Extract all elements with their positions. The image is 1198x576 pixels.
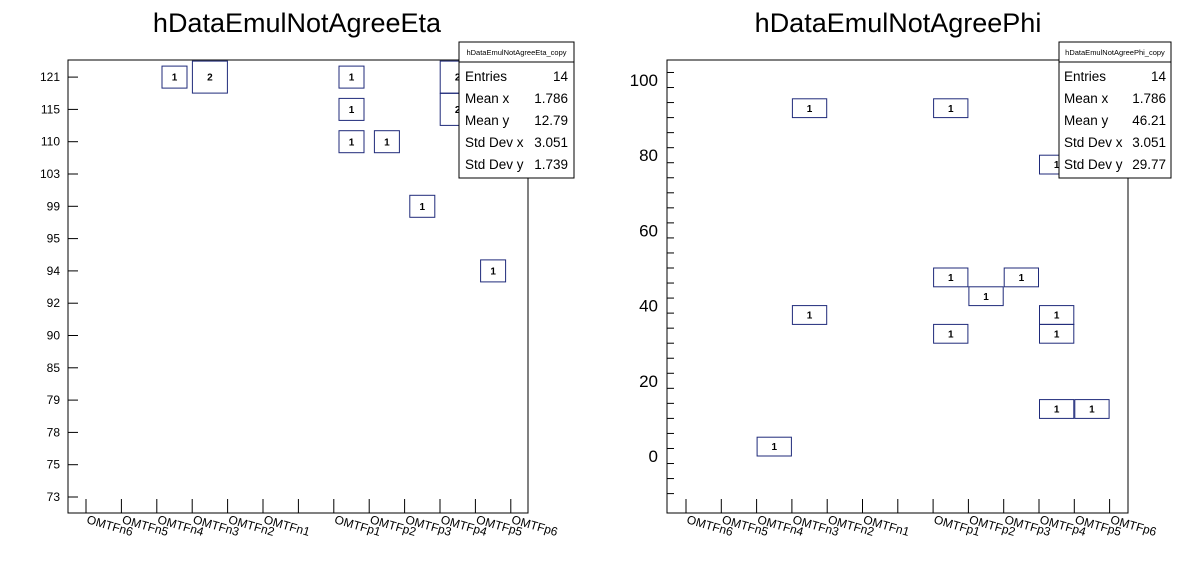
stats-row-label: Mean y [465, 113, 510, 128]
y-tick-label: 60 [639, 221, 658, 240]
y-tick-label: 78 [47, 425, 61, 439]
stats-row-value: 1.786 [534, 91, 568, 106]
y-tick-label: 103 [40, 167, 60, 181]
histogram-cell [968, 286, 1004, 307]
stats-row-label: Std Dev x [465, 135, 524, 150]
stats-row-label: Std Dev x [1064, 135, 1123, 150]
stats-row-value: 3.051 [534, 135, 568, 150]
y-tick-label: 115 [41, 102, 60, 116]
cell-count-label: 1 [771, 442, 777, 453]
stats-row-value: 1.739 [534, 157, 568, 172]
y-tick-label: 73 [47, 490, 61, 504]
y-tick-label: 100 [630, 71, 658, 90]
histogram-cell [338, 65, 365, 89]
cell-count-label: 1 [349, 105, 355, 116]
cell-count-label: 1 [948, 104, 954, 115]
stats-box: hDataEmulNotAgreePhi_copy Entries 14 Mean … [1058, 41, 1172, 179]
cell-count-label: 1 [1054, 329, 1060, 340]
stats-row-label: Mean x [465, 91, 510, 106]
y-tick-label: 92 [47, 296, 61, 310]
cell-count-label: 1 [384, 137, 390, 148]
cell-count-label: 2 [455, 105, 461, 116]
stats-box-frame [1058, 41, 1172, 179]
stats-row-value: 14 [1151, 69, 1167, 84]
histogram-cell [933, 323, 969, 344]
y-tick-label: 90 [47, 329, 61, 343]
stats-row-value: 29.77 [1132, 157, 1166, 172]
cell-count-label: 1 [349, 73, 355, 84]
y-tick-label: 85 [47, 361, 61, 375]
histogram-cell [791, 98, 828, 119]
histogram-cell [933, 98, 969, 119]
cell-count-label: 1 [1054, 405, 1060, 416]
y-tick-label: 99 [47, 199, 61, 213]
stats-box: hDataEmulNotAgreeEta_copy Entries 14 Mean … [458, 41, 575, 179]
y-tick-label: 110 [41, 135, 60, 149]
histogram-cell [933, 267, 969, 288]
y-tick-label: 121 [40, 70, 60, 84]
cell-count-label: 1 [948, 273, 954, 284]
stats-row-label: Mean y [1064, 113, 1109, 128]
stats-row-value: 12.79 [534, 113, 568, 128]
y-tick-label: 95 [47, 232, 61, 246]
y-tick-label: 20 [639, 372, 658, 391]
cell-count-label: 1 [807, 104, 813, 115]
stats-row-label: Mean x [1064, 91, 1109, 106]
phi-histogram-panel: hDataEmulNotAgreePhi 020406080100OMTFn6O… [630, 8, 1172, 539]
stats-row-value: 1.786 [1132, 91, 1166, 106]
y-tick-label: 75 [47, 458, 61, 472]
histogram-cells: 1 1 1 1 1 1 1 1 1 1 1 1 1 [756, 98, 1110, 457]
histogram-cell [1003, 267, 1040, 288]
cell-count-label: 1 [172, 73, 178, 84]
histogram-cell [756, 436, 792, 457]
cell-count-label: 2 [207, 73, 213, 84]
cell-count-label: 1 [490, 267, 496, 278]
cell-count-label: 1 [1054, 311, 1060, 322]
stats-row-value: 14 [553, 69, 569, 84]
histogram-cell [409, 194, 436, 218]
stats-row-value: 46.21 [1132, 113, 1166, 128]
stats-box-title: hDataEmulNotAgreeEta_copy [466, 48, 566, 57]
histogram-cell [1039, 305, 1075, 325]
stats-row-label: Std Dev y [1064, 157, 1123, 172]
histogram-cell [1039, 399, 1075, 419]
cell-count-label: 1 [1019, 273, 1025, 284]
stats-box-title: hDataEmulNotAgreePhi_copy [1065, 48, 1165, 57]
stats-row-value: 3.051 [1132, 135, 1166, 150]
y-tick-label: 40 [639, 297, 658, 316]
cell-count-label: 1 [807, 311, 813, 322]
histogram-cell [338, 97, 365, 121]
cell-count-label: 1 [1089, 405, 1095, 416]
y-tick-label: 79 [47, 393, 61, 407]
cell-count-label: 1 [420, 202, 426, 213]
cell-count-label: 1 [983, 292, 989, 303]
histogram-cell [338, 130, 365, 154]
eta-histogram-panel: hDataEmulNotAgreeEta 73 75 78 79 85 90 92 94 95 9… [40, 8, 575, 539]
chart-title: hDataEmulNotAgreePhi [755, 8, 1042, 38]
cell-count-label: 2 [455, 73, 461, 84]
histogram-cell [480, 259, 507, 283]
stats-box-frame [458, 41, 575, 179]
cell-count-label: 1 [948, 329, 954, 340]
histogram-cell [161, 65, 188, 89]
histogram-cell [191, 60, 228, 94]
histogram-cell [373, 130, 400, 154]
histogram-cell [791, 305, 828, 325]
histogram-cells: 1 2 1 1 1 1 1 2 2 1 [161, 60, 507, 283]
cell-count-label: 1 [1054, 160, 1060, 171]
y-tick-label: 94 [47, 264, 61, 278]
cell-count-label: 1 [349, 137, 355, 148]
histogram-cell [1074, 399, 1110, 419]
chart-title: hDataEmulNotAgreeEta [153, 8, 442, 38]
y-tick-label: 0 [649, 447, 658, 466]
y-tick-label: 80 [639, 146, 658, 165]
stats-row-label: Std Dev y [465, 157, 524, 172]
stats-row-label: Entries [465, 69, 507, 84]
stats-row-label: Entries [1064, 69, 1106, 84]
